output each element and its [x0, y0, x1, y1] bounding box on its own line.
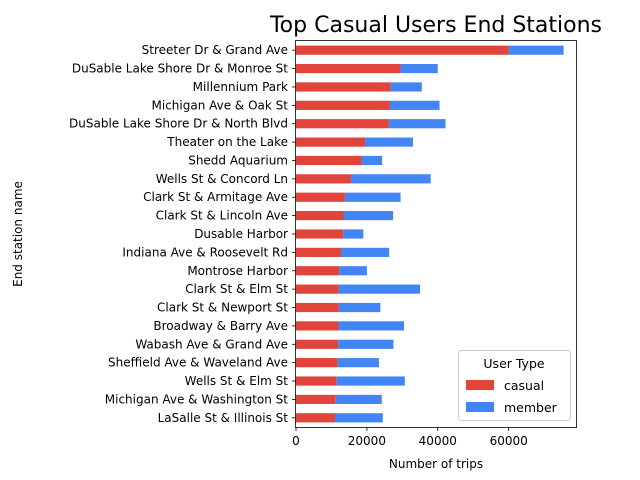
- x-axis-ticks: 0 20000 40000 60000: [292, 427, 528, 448]
- bar-member-11: [341, 247, 390, 257]
- x-tick-label: 60000: [490, 434, 528, 448]
- bar-member-20: [334, 413, 383, 423]
- bar-casual-7: [296, 174, 351, 184]
- bar-casual-8: [296, 192, 345, 202]
- y-tick-label: Michigan Ave & Oak St: [152, 98, 289, 112]
- bar-casual-11: [296, 247, 342, 257]
- x-tick-label: 20000: [348, 434, 386, 448]
- bar-member-4: [388, 119, 446, 129]
- legend-title: User Type: [483, 356, 544, 371]
- bar-casual-13: [296, 284, 339, 294]
- x-tick-label: 0: [292, 434, 300, 448]
- x-tick-label: 40000: [419, 434, 457, 448]
- y-tick-label: Theater on the Lake: [166, 135, 288, 149]
- bar-member-8: [344, 192, 401, 202]
- bar-casual-16: [296, 339, 339, 349]
- y-tick-label: Montrose Harbor: [187, 264, 288, 278]
- y-tick-label: Wabash Ave & Grand Ave: [135, 337, 288, 351]
- legend-swatch-member: [466, 402, 494, 412]
- y-axis-label: End station name: [11, 181, 25, 287]
- y-tick-label: Broadway & Barry Ave: [153, 319, 288, 333]
- bar-casual-20: [296, 413, 335, 423]
- legend-swatch-casual: [466, 380, 494, 390]
- bar-member-18: [336, 376, 405, 386]
- plot-frame: [295, 40, 577, 428]
- bar-casual-1: [296, 63, 401, 74]
- bar-casual-4: [296, 119, 389, 129]
- bar-member-10: [343, 229, 364, 239]
- bar-member-16: [338, 339, 394, 349]
- y-tick-label: Millennium Park: [193, 80, 288, 94]
- bar-member-17: [337, 358, 379, 368]
- legend: User Type casual member: [458, 350, 571, 421]
- bar-casual-19: [296, 394, 336, 405]
- y-tick-label: DuSable Lake Shore Dr & North Blvd: [69, 117, 288, 131]
- bar-casual-6: [296, 155, 362, 166]
- legend-label-casual: casual: [504, 378, 544, 393]
- y-tick-label: Clark St & Newport St: [157, 301, 288, 315]
- bar-casual-5: [296, 137, 366, 147]
- y-tick-label: Clark St & Armitage Ave: [143, 190, 288, 204]
- bar-casual-15: [296, 321, 339, 331]
- chart-title: Top Casual Users End Stations: [269, 13, 602, 38]
- bar-casual-14: [296, 302, 339, 313]
- y-tick-label: Indiana Ave & Roosevelt Rd: [122, 245, 288, 259]
- bar-casual-2: [296, 82, 391, 92]
- bar-member-6: [361, 155, 383, 166]
- bar-casual-9: [296, 211, 344, 221]
- legend-label-member: member: [504, 400, 558, 415]
- y-tick-label: Clark St & Elm St: [185, 282, 288, 296]
- bar-member-7: [350, 174, 431, 184]
- bar-casual-10: [296, 229, 344, 239]
- y-tick-label: Wells St & Elm St: [185, 374, 289, 388]
- bar-member-5: [365, 137, 413, 147]
- y-axis-ticks: Streeter Dr & Grand Ave DuSable Lake Shor…: [69, 43, 296, 425]
- y-tick-label: Michigan Ave & Washington St: [105, 392, 289, 406]
- y-tick-label: Dusable Harbor: [194, 227, 288, 241]
- y-tick-label: DuSable Lake Shore Dr & Monroe St: [72, 62, 288, 76]
- y-tick-label: Wells St & Concord Ln: [156, 172, 288, 186]
- bar-member-19: [335, 394, 382, 405]
- bar-casual-18: [296, 376, 337, 386]
- bar-member-12: [339, 266, 367, 276]
- y-tick-label: Clark St & Lincoln Ave: [156, 209, 288, 223]
- bar-casual-12: [296, 266, 340, 276]
- bar-member-0: [508, 45, 564, 55]
- x-axis-label: Number of trips: [389, 457, 483, 471]
- y-tick-label: Shedd Aquarium: [188, 153, 288, 167]
- bar-member-2: [390, 82, 422, 92]
- bar-member-14: [338, 302, 381, 313]
- bar-member-3: [389, 100, 440, 110]
- y-tick-label: Streeter Dr & Grand Ave: [142, 43, 288, 57]
- bar-casual-0: [296, 45, 509, 55]
- bar-member-9: [343, 211, 394, 221]
- y-tick-label: Sheffield Ave & Waveland Ave: [108, 356, 288, 370]
- bars-group: [296, 45, 564, 423]
- bar-member-15: [338, 321, 405, 331]
- bar-member-1: [400, 63, 438, 74]
- bar-casual-17: [296, 358, 338, 368]
- bar-member-13: [338, 284, 421, 294]
- bar-casual-3: [296, 100, 390, 110]
- y-tick-label: LaSalle St & Illinois St: [158, 411, 289, 425]
